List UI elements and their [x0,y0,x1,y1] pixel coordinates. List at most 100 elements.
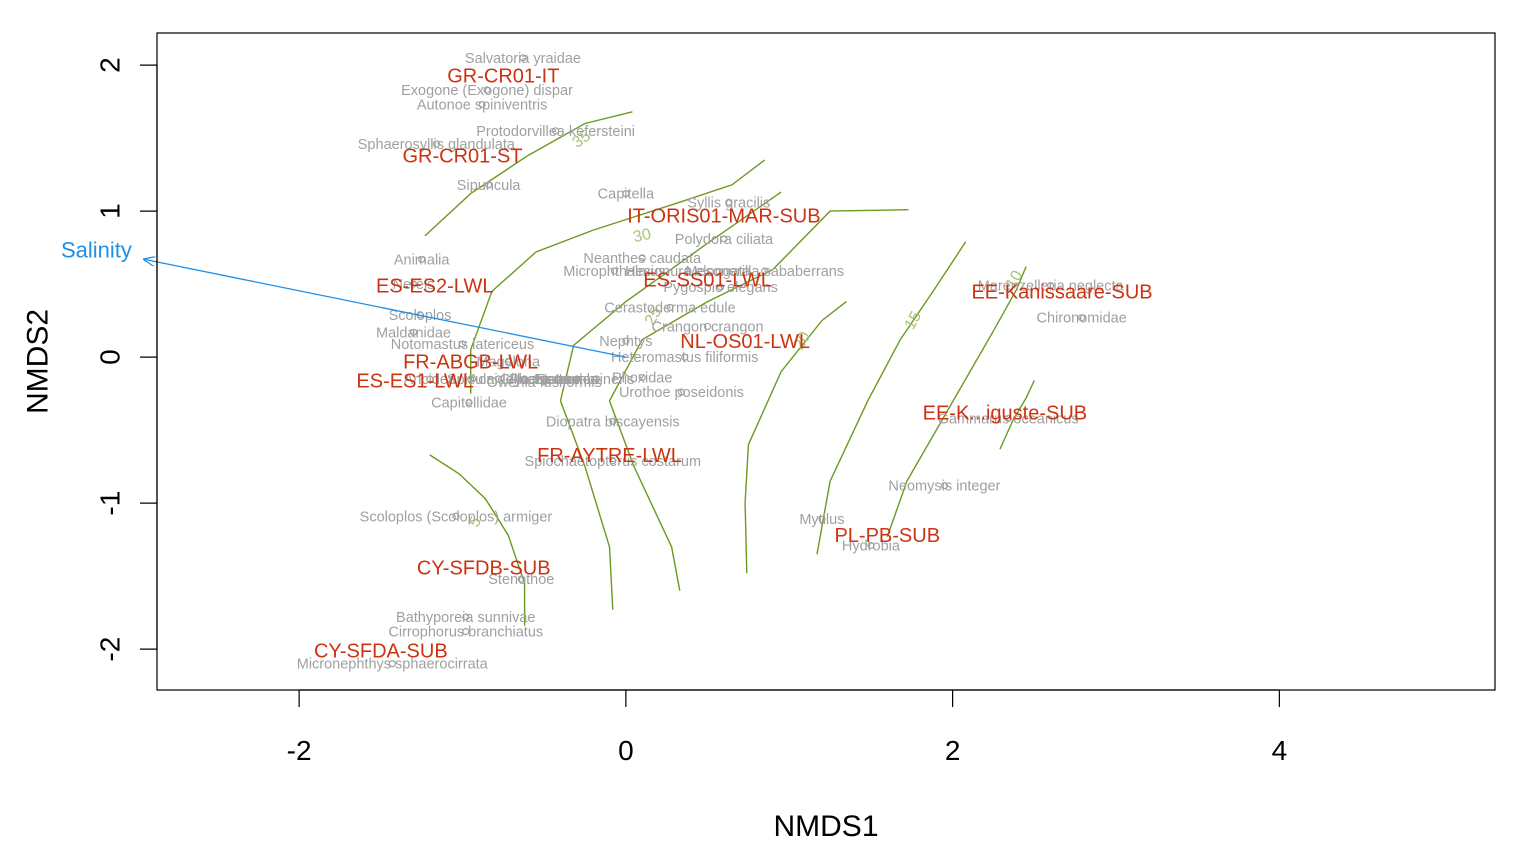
species-point [703,322,712,331]
x-axis-title: NMDS1 [773,810,878,843]
x-axis: -2 0 2 4 [287,689,1288,766]
species-label: Exogone (Exogone) dispar [401,83,573,99]
contour-label: 30 [632,226,653,246]
species-label: Glycera [500,372,551,388]
species-label: Autonoe spiniventris [417,98,548,114]
species-point [483,86,491,94]
y-tick-label: 0 [95,349,126,365]
species-label: Eteone [534,372,580,388]
species-label: Heteromastus filiformis [611,350,758,366]
species-label: Stenothoe [488,572,554,588]
species-point [532,375,540,383]
species-point [504,357,512,366]
species-point [465,398,473,406]
y-axis: -2 -1 0 1 2 [95,57,158,662]
site-label: FR-AYTRE-LWL [537,445,682,467]
species-point [452,512,460,520]
species-point [494,375,503,383]
species-point [684,267,692,275]
species-point [517,575,525,583]
species-label: Sipuncula [457,178,522,194]
contour-line-5 [999,380,1035,450]
y-axis-title: NMDS2 [22,309,55,414]
site-label: EE-K...iguste-SUB [923,403,1088,425]
species-point [573,375,581,383]
species-point [1004,414,1012,423]
species-point [519,54,527,62]
species-label: Micronephthys sphaerocirrata [297,657,489,673]
species-label: Chironomidae [1037,311,1127,327]
salinity-label: Salinity [61,237,132,262]
salinity-arrow [144,259,627,358]
contour-line-25 [429,454,526,626]
species-point [409,328,418,336]
species-label: Nephtys [599,334,652,350]
species-point [462,613,470,621]
species-point [462,627,470,636]
species-point [717,283,725,291]
plot-frame [156,32,1496,691]
site-label: FR-ABGB-LWL [403,352,538,374]
species-label: Maldanidae [376,325,451,341]
species-label: Magelona [476,355,541,371]
site-label: GR-CR01-IT [447,65,559,87]
species-point [725,198,733,206]
species-label: Animalia [394,252,451,268]
contour-line-10 [886,266,1027,537]
species-point [467,375,475,383]
site-label: ES-ES2-LWL [376,276,493,298]
species-label: Diopatra biscayensis [546,414,680,430]
species-point [1047,281,1055,290]
species-point [940,482,949,490]
species-label: Bathyporeia sunnivae [396,610,535,626]
species-label: Polydora ciliata [675,232,774,248]
species-label: Capitella [598,187,655,203]
species-label: Protodorvillea kefersteini [476,124,635,140]
y-tick-label: 2 [95,57,126,73]
species-label: Spisula [447,372,495,388]
contour-line-35 [424,111,633,237]
species-point [818,515,826,523]
site-label: PL-PB-SUB [834,525,940,547]
species-point [610,267,619,275]
species-label: Aricidea [404,372,457,388]
species-point [638,254,646,262]
contour-line-30 [470,159,766,394]
species-point [418,255,426,263]
species-label: Neomysis integer [888,479,1000,495]
species-point [761,267,769,275]
y-tick-label: -1 [95,491,126,516]
contour-label: 20 [791,329,815,353]
species-point [553,375,561,383]
species-label: Cirrophorus branchiatus [388,625,543,641]
species-label: Cerastoderma edule [604,300,735,316]
species-point [520,375,529,383]
species-label: Urothoe poseidonis [619,385,744,401]
species-point [485,181,493,189]
contour-line-15 [744,301,847,574]
species-label: Phoxidae [612,371,672,387]
species-label: Gammarus oceanicus [938,411,1079,427]
contour-label: 15 [902,309,926,333]
x-tick-label: -2 [287,735,312,766]
species-label: Microphthalmus [563,264,665,280]
environmental-vectors: Salinity [61,237,627,358]
species-point [388,660,396,668]
species-point [622,337,630,345]
site-label: EE-Kanissaare-SUB [971,281,1152,303]
species-point [478,100,486,109]
x-tick-label: 2 [945,735,961,766]
site-label: CY-SFDB-SUB [417,557,551,579]
species-label: Nemertea [535,372,600,388]
species-label: Hydrobia [842,538,901,554]
x-tick-label: 4 [1272,735,1288,766]
species-point [681,353,689,361]
species-point [677,388,686,396]
contour-line-25 [559,191,782,610]
species-label: Marenzelleria neglecta [978,279,1125,295]
species-point [720,235,728,243]
species-label: Syllis gracilis [687,195,770,211]
species-label: Pygospio elegans [663,280,777,296]
species-label: Crangon crangon [652,319,764,335]
